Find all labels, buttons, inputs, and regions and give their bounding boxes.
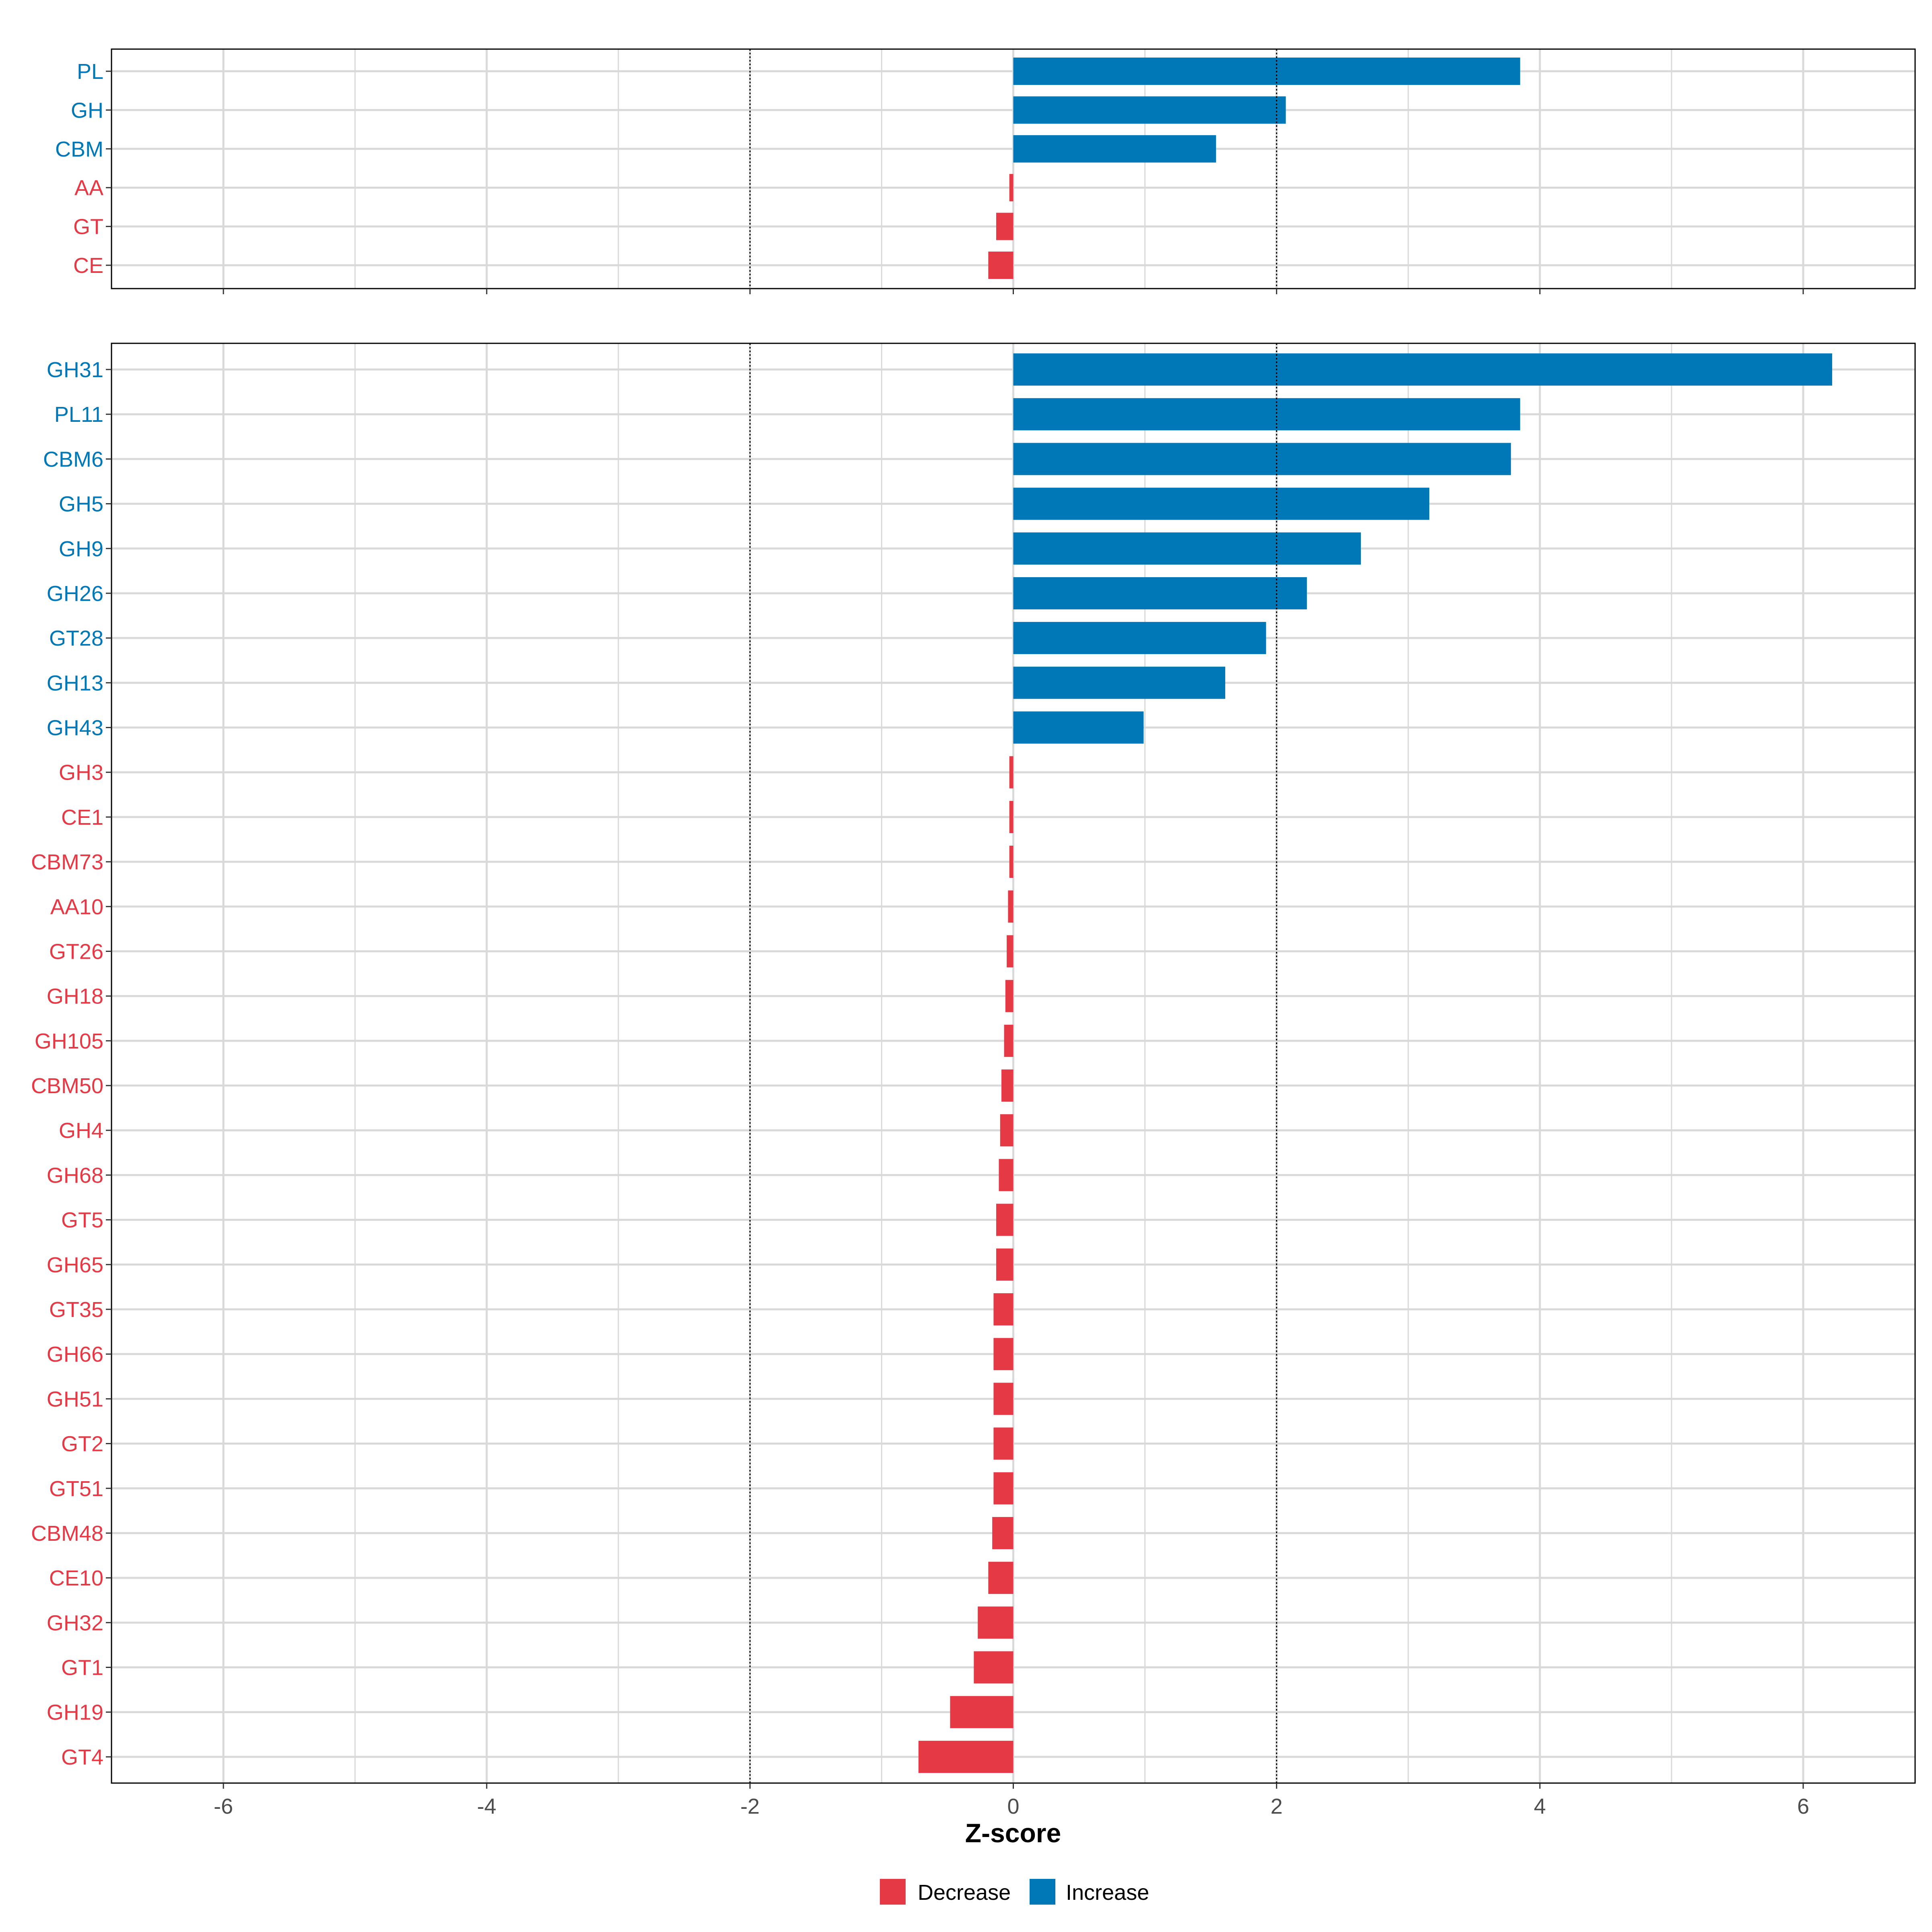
bottom-ytick-label: GH3 <box>59 761 103 785</box>
bottom-bar-GT51 <box>993 1472 1013 1505</box>
bottom-ytick-label: PL11 <box>54 402 103 427</box>
x-axis: -6 -4 -2 0 2 4 6 <box>214 1794 1809 1818</box>
xtick-label: -6 <box>214 1794 233 1818</box>
bottom-ytick-label: CBM6 <box>43 447 103 471</box>
bottom-ytick-label: GH66 <box>47 1342 103 1366</box>
legend-label-increase: Increase <box>1066 1880 1149 1905</box>
bottom-bar-GH3 <box>1009 756 1013 788</box>
bottom-bar-CBM50 <box>1001 1069 1013 1102</box>
bottom-bar-CBM48 <box>992 1517 1013 1549</box>
bottom-ytick-label: AA10 <box>50 895 103 919</box>
bottom-ytick-label: GH43 <box>47 716 103 740</box>
top-ytick-label: GH <box>71 98 103 122</box>
bottom-ytick-label: GH51 <box>47 1387 103 1411</box>
xtick-label: 0 <box>1007 1794 1019 1818</box>
bottom-bar-GH18 <box>1005 980 1013 1012</box>
bottom-ytick-label: GT28 <box>49 626 103 650</box>
bottom-bar-GT28 <box>1013 622 1266 654</box>
legend-swatch-increase <box>1030 1879 1055 1905</box>
x-axis-title: Z-score <box>965 1818 1061 1848</box>
bottom-bar-GT2 <box>993 1427 1013 1460</box>
bottom-ytick-label: GH31 <box>47 358 103 382</box>
bottom-ytick-label: CE10 <box>49 1566 103 1590</box>
bottom-bar-CE10 <box>988 1562 1013 1594</box>
bottom-ytick-label: GH68 <box>47 1163 103 1187</box>
bottom-bar-GH31 <box>1013 353 1832 386</box>
legend-swatch-decrease <box>880 1879 906 1905</box>
bottom-ytick-label: GT26 <box>49 939 103 964</box>
bottom-bar-GH105 <box>1004 1024 1013 1057</box>
top-panel: PL GH CBM AA GT CE <box>55 48 1916 294</box>
bottom-ytick-label: CBM48 <box>31 1521 103 1546</box>
xtick-label: -2 <box>740 1794 760 1818</box>
xtick-label: 2 <box>1271 1794 1283 1818</box>
legend: Decrease Increase <box>880 1879 1149 1905</box>
bottom-ytick-label: GT51 <box>49 1477 103 1501</box>
bottom-ytick-label: GT35 <box>49 1298 103 1322</box>
top-ytick-label: AA <box>74 176 103 200</box>
bottom-bar-GH68 <box>999 1159 1013 1191</box>
bottom-ytick-label: GH5 <box>59 492 103 516</box>
bottom-ytick-label: GH26 <box>47 582 103 606</box>
bottom-ytick-label: GT4 <box>61 1745 103 1769</box>
bottom-ytick-label: GH65 <box>47 1253 103 1277</box>
bottom-ytick-label: GH4 <box>59 1119 103 1143</box>
bottom-bar-GH43 <box>1013 711 1144 744</box>
bottom-bar-CE1 <box>1009 801 1013 833</box>
xtick-label: -4 <box>477 1794 496 1818</box>
bottom-ytick-label: GH13 <box>47 671 103 695</box>
bottom-bar-GH26 <box>1013 577 1307 609</box>
bottom-ytick-label: GH9 <box>59 537 103 561</box>
bottom-bar-GT5 <box>996 1203 1013 1236</box>
bottom-ytick-label: CBM50 <box>31 1074 103 1098</box>
bottom-ytick-label: GT1 <box>61 1656 103 1680</box>
bottom-bar-GT35 <box>993 1293 1013 1325</box>
xtick-label: 6 <box>1797 1794 1809 1818</box>
bottom-ytick-label: GH18 <box>47 985 103 1009</box>
top-bar-CE <box>988 252 1013 279</box>
bottom-ytick-label: CBM73 <box>31 850 103 874</box>
bottom-ytick-label: GH19 <box>47 1701 103 1725</box>
top-ytick-label: PL <box>77 60 103 84</box>
bottom-ytick-label: GH32 <box>47 1611 103 1635</box>
bottom-bar-CBM6 <box>1013 443 1511 475</box>
legend-label-decrease: Decrease <box>918 1880 1011 1905</box>
bottom-ytick-label: CE1 <box>61 805 103 830</box>
bottom-bar-GH51 <box>993 1383 1013 1415</box>
bottom-bar-GH5 <box>1013 487 1430 520</box>
bottom-bar-GH9 <box>1013 532 1361 565</box>
bottom-bar-GH13 <box>1013 667 1226 699</box>
top-ytick-label: GT <box>73 215 103 239</box>
top-bar-GH <box>1013 96 1286 124</box>
bottom-ytick-label: GH105 <box>35 1029 103 1053</box>
bottom-ytick-label: GT5 <box>61 1208 103 1232</box>
top-ytick-label: CE <box>73 254 103 278</box>
bottom-bar-GH66 <box>993 1338 1013 1371</box>
bottom-bar-GT4 <box>919 1740 1013 1773</box>
bottom-bar-GT1 <box>974 1651 1013 1684</box>
top-bar-PL <box>1013 58 1520 85</box>
top-bar-CBM <box>1013 135 1216 163</box>
bottom-bar-GH4 <box>1000 1114 1013 1147</box>
xtick-label: 4 <box>1534 1794 1546 1818</box>
bottom-bar-GT26 <box>1007 935 1013 968</box>
top-bar-GT <box>996 213 1013 240</box>
bottom-bar-GH32 <box>978 1606 1013 1639</box>
bottom-bar-GH65 <box>996 1248 1013 1281</box>
bottom-bar-CBM73 <box>1009 846 1013 878</box>
bottom-bar-PL11 <box>1013 398 1520 431</box>
bottom-bar-GH19 <box>950 1696 1013 1728</box>
bottom-panel: GH31 PL11 CBM6 GH5 GH9 GH26 GT28 GH13 GH43 GH3 CE1… <box>31 343 1916 1789</box>
bottom-ytick-label: GT2 <box>61 1432 103 1456</box>
bottom-bar-AA10 <box>1008 890 1013 923</box>
top-ytick-label: CBM <box>55 137 103 161</box>
top-bar-AA <box>1009 174 1013 202</box>
